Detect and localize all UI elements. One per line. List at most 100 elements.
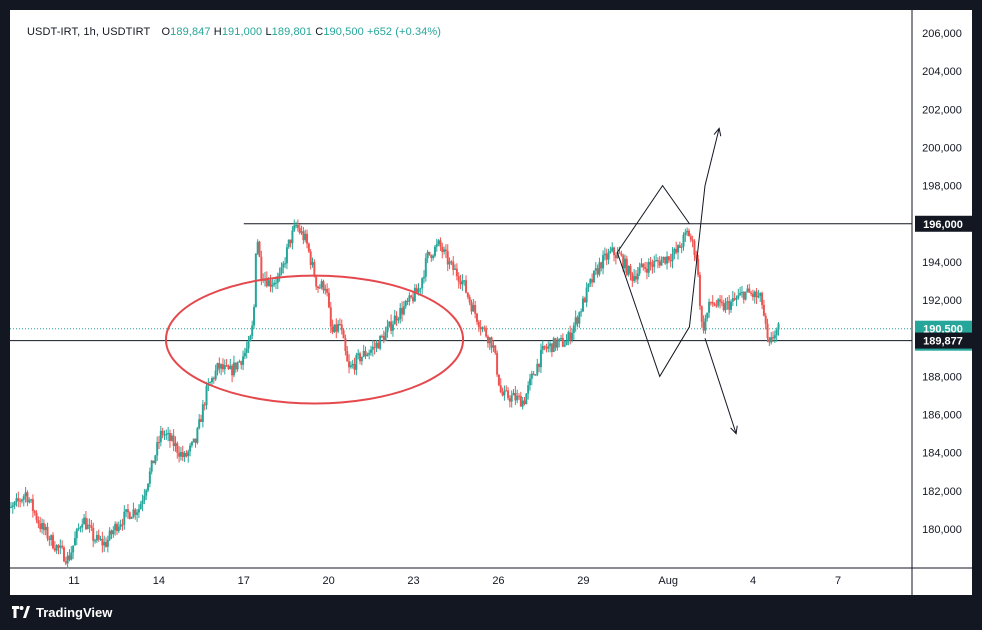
candle-body	[479, 327, 482, 330]
candle-body	[466, 292, 469, 297]
candle	[150, 460, 153, 475]
candle	[719, 294, 722, 309]
candle	[740, 285, 743, 298]
candle-body	[327, 292, 330, 308]
price-tick-label: 192,000	[922, 295, 962, 307]
candle-body	[457, 276, 460, 282]
candle	[156, 436, 159, 461]
candle	[651, 259, 654, 274]
candle-body	[740, 292, 743, 294]
candle-body	[245, 348, 248, 353]
candle	[572, 322, 575, 340]
candle	[402, 301, 405, 316]
candle	[750, 290, 753, 297]
candle	[717, 297, 720, 308]
candle-body	[432, 255, 435, 259]
candle-body	[764, 315, 767, 324]
candle	[490, 336, 493, 353]
candle	[41, 518, 44, 534]
candle-body	[545, 347, 548, 349]
candle	[176, 441, 179, 459]
candle	[225, 359, 228, 367]
candle-body	[11, 505, 14, 508]
candle-body	[528, 378, 531, 386]
candle	[20, 498, 23, 504]
candle	[17, 491, 20, 508]
candle-body	[28, 500, 31, 503]
candle	[505, 385, 508, 392]
candle-body	[59, 545, 62, 548]
candle	[728, 295, 731, 315]
candle	[295, 221, 298, 229]
candle-body	[419, 288, 422, 290]
time-tick-label: 7	[835, 575, 841, 587]
candle-body	[773, 335, 776, 339]
candle	[84, 510, 87, 531]
candle-body	[667, 256, 670, 261]
candle	[282, 261, 285, 274]
candle	[46, 522, 49, 542]
candle	[304, 229, 307, 243]
candle-body	[605, 253, 608, 260]
candle-body	[247, 341, 250, 349]
candle-body	[273, 282, 276, 285]
candlestick-chart[interactable]: 180,000182,000184,000186,000188,000190,0…	[10, 10, 972, 595]
candle-body	[596, 268, 599, 275]
candle-body	[744, 291, 747, 300]
candle	[72, 545, 75, 560]
candle	[689, 233, 692, 243]
candle	[618, 246, 621, 254]
candle-body	[355, 354, 358, 370]
candle	[13, 501, 16, 510]
candle-body	[598, 262, 601, 275]
candle	[44, 524, 47, 536]
candle-body	[391, 324, 394, 331]
candle-body	[406, 300, 409, 302]
candle-body	[103, 542, 106, 546]
candle	[439, 237, 442, 252]
candle-body	[170, 435, 173, 441]
candle	[422, 270, 425, 284]
candle	[441, 242, 444, 259]
candle	[315, 276, 318, 291]
chart-frame[interactable]: 180,000182,000184,000186,000188,000190,0…	[10, 10, 972, 595]
candle-body	[214, 370, 217, 380]
price-tick-label: 194,000	[922, 257, 962, 269]
price-axis: 180,000182,000184,000186,000188,000190,0…	[922, 28, 962, 536]
candle-body	[112, 530, 115, 535]
candle	[496, 350, 499, 377]
candle	[37, 516, 40, 529]
candle-body	[680, 246, 683, 248]
candle-body	[176, 443, 179, 453]
candle	[379, 335, 382, 351]
price-tag-text: 196,000	[923, 219, 963, 231]
candle	[291, 225, 294, 250]
candle	[755, 288, 758, 304]
candle	[300, 225, 303, 235]
candle	[675, 241, 678, 255]
candle	[386, 319, 389, 338]
candle	[152, 460, 155, 464]
candle-body	[152, 460, 155, 464]
candle-body	[455, 268, 458, 277]
candle-body	[362, 350, 365, 357]
candle	[485, 325, 488, 338]
candle-body	[587, 283, 590, 288]
candle	[50, 534, 53, 546]
tradingview-brand[interactable]: TradingView	[12, 603, 112, 621]
candle	[762, 299, 765, 317]
candle-body	[592, 270, 595, 283]
candle-body	[168, 433, 171, 441]
arrow-head	[730, 425, 738, 435]
price-tick-label: 184,000	[922, 448, 962, 460]
candle-body	[72, 545, 75, 553]
candle	[366, 352, 369, 357]
candle-body	[30, 499, 33, 501]
candle-body	[315, 276, 318, 287]
candle-body	[48, 538, 51, 541]
candle	[121, 518, 124, 531]
candle-body	[770, 337, 773, 343]
candle	[443, 246, 446, 255]
candle	[625, 255, 628, 277]
candle	[68, 549, 71, 562]
